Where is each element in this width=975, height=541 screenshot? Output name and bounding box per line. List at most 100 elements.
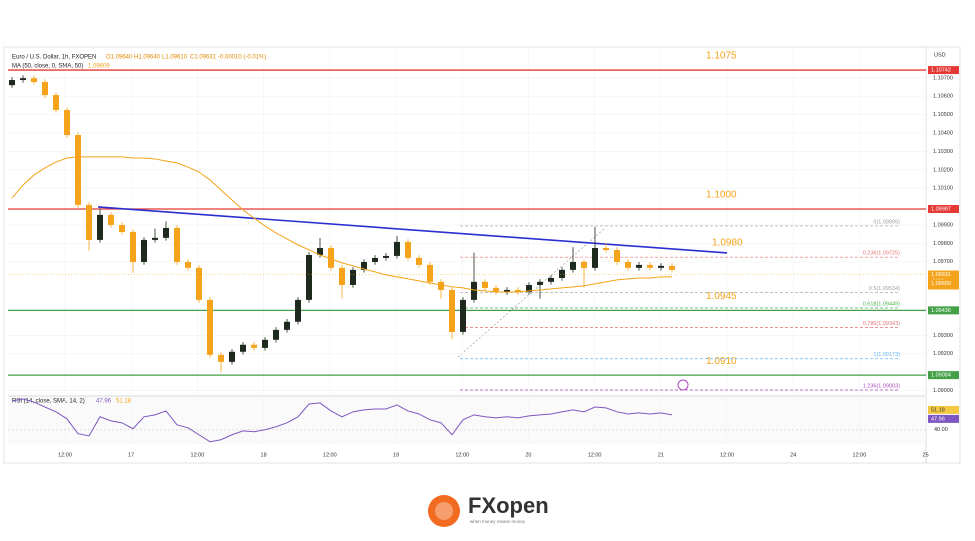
x-tick-label: 12:00 <box>853 452 867 458</box>
y-tick-label: 1.10300 <box>933 149 953 155</box>
rsi-last: 47.96 <box>96 399 112 405</box>
y-tick-label: 1.10400 <box>933 130 953 136</box>
candle-body <box>416 257 422 265</box>
candle-body <box>581 261 587 268</box>
fib-label: 0.618(1.09449) <box>863 301 900 307</box>
level-label: 1.0945 <box>706 291 737 302</box>
candle-body <box>306 254 312 300</box>
rsi-tag-label: 47.96 <box>931 416 945 422</box>
brand-tagline: when money means money <box>470 519 526 524</box>
candle-body <box>97 214 103 240</box>
rsi-tick-label: 40.00 <box>934 427 948 433</box>
price-tag <box>928 306 959 315</box>
candle-body <box>196 267 202 300</box>
candle-body <box>526 284 532 292</box>
candle-body <box>295 299 301 322</box>
ma-last: 1.09609 <box>88 64 110 70</box>
x-tick-label: 19 <box>393 452 399 458</box>
fib-label: 1(1.09173) <box>873 352 900 358</box>
candle-body <box>174 227 180 262</box>
y-tick-label: 1.10100 <box>933 186 953 192</box>
candle-body <box>614 250 620 262</box>
y-tick-label: 1.09700 <box>933 259 953 265</box>
header: Euro / U.S. Dollar, 1h, FXOPEN MA (50, c… <box>12 55 266 405</box>
y-tick-label: 1.09200 <box>933 351 953 357</box>
candle-body <box>229 351 235 362</box>
x-tick-label: 24 <box>790 452 796 458</box>
currency: USD <box>934 52 946 58</box>
candle-body <box>64 110 70 136</box>
ma-legend: MA (50, close, 0, SMA, 50) <box>12 64 83 70</box>
candle-body <box>449 289 455 332</box>
candle-body <box>20 78 26 81</box>
y-tick-label: 1.09900 <box>933 222 953 228</box>
x-tick-label: 20 <box>525 452 531 458</box>
rsi-legend: RSI (14, close, SMA, 14, 2) <box>12 399 85 405</box>
candle-body <box>372 257 378 262</box>
candle-body <box>185 261 191 268</box>
fib-label: 0.786(1.09343) <box>863 321 900 327</box>
level-label: 1.1000 <box>706 190 737 201</box>
rsi-sma-tag <box>928 405 959 414</box>
candle-body <box>350 269 356 285</box>
candle-body <box>548 277 554 282</box>
x-tick-label: 21 <box>658 452 664 458</box>
logo-icon-inner <box>435 502 453 520</box>
fib-label: 1.236(1.09003) <box>863 383 900 389</box>
candle-body <box>152 237 158 240</box>
candle-body <box>471 281 477 300</box>
trendline-label: 1.0980 <box>712 238 743 249</box>
rsi-sma-tag-label: 51.18 <box>931 407 945 413</box>
y-tick-label: 1.10500 <box>933 112 953 118</box>
candle-body <box>130 231 136 262</box>
x-tick-label: 12:00 <box>455 452 469 458</box>
candle-body <box>438 281 444 290</box>
x-tick-label: 12:00 <box>58 452 72 458</box>
x-tick-label: 12:00 <box>588 452 602 458</box>
candle-body <box>625 261 631 268</box>
x-tick-label: 12:00 <box>323 452 337 458</box>
candle-body <box>284 321 290 330</box>
candle-body <box>427 264 433 282</box>
candle-body <box>31 78 37 83</box>
level-label: 1.0910 <box>706 356 737 367</box>
candle-body <box>647 264 653 268</box>
candle-body <box>482 281 488 288</box>
ma-tag <box>928 279 959 288</box>
candle-body <box>53 95 59 111</box>
ohlc-value: -0.00010 (-0.01%) <box>218 55 266 61</box>
ma-tag-label: 1.09609 <box>931 281 951 287</box>
y-tick-label: 1.10600 <box>933 94 953 100</box>
candle-body <box>42 82 48 96</box>
chart-frame <box>3 46 961 464</box>
candle-body <box>163 227 169 238</box>
price-tag-label: 1.09987 <box>931 206 951 212</box>
candle-body <box>141 239 147 262</box>
trendline <box>97 206 728 254</box>
candle-body <box>537 281 543 285</box>
price-tag-label: 1.09436 <box>931 308 951 314</box>
candle-body <box>383 255 389 258</box>
last-price-label: 1.09631 <box>931 272 951 278</box>
rsi-sma-last: 51.18 <box>116 399 132 405</box>
ohlc-value: O1.09640 <box>106 55 133 61</box>
ohlc-value: L1.09610 <box>162 55 188 61</box>
candle-body <box>405 241 411 258</box>
price-tag <box>928 204 959 213</box>
rsi-tag <box>928 414 959 423</box>
candle-body <box>636 264 642 268</box>
candle-body <box>559 269 565 278</box>
candle-body <box>251 344 257 348</box>
y-tick-label: 1.10700 <box>933 75 953 81</box>
rsi-line <box>11 398 673 443</box>
level-label: 1.1075 <box>706 51 737 62</box>
rsi-pane <box>8 396 926 444</box>
brand-name: FXopen <box>468 493 549 518</box>
fib-label: 0.5(1.09534) <box>869 286 900 292</box>
title: Euro / U.S. Dollar, 1h, FXOPEN <box>12 55 96 61</box>
fib-label: 0(1.09895) <box>873 219 900 225</box>
candle-body <box>240 344 246 352</box>
logo-icon <box>428 495 460 527</box>
candle-body <box>394 241 400 256</box>
